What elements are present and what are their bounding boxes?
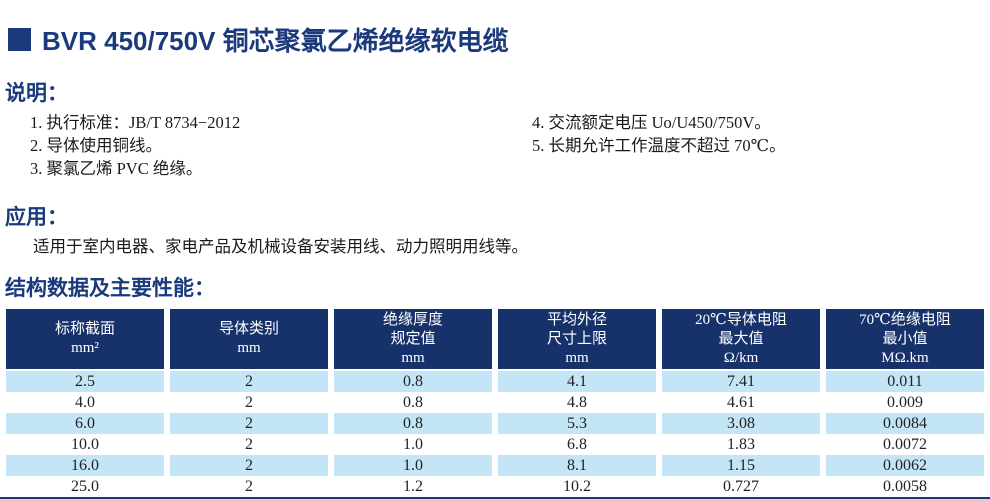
spec-table-column-header: 70℃绝缘电阻 最小值 MΩ.km <box>826 309 984 371</box>
spec-table-column-header-line: 标称截面 <box>54 321 115 337</box>
table-cell: 2 <box>170 455 328 476</box>
spec-table-column-header-line: 导体类别 <box>218 321 279 337</box>
title-bullet-square-icon <box>8 28 31 51</box>
table-cell: 8.1 <box>498 455 656 476</box>
table-cell: 4.61 <box>727 393 755 411</box>
application-section: 应用： 适用于室内电器、家电产品及机械设备安装用线、动力照明用线等。 <box>0 201 990 258</box>
spec-note-5: 5. 长期允许工作温度不超过 70℃。 <box>532 136 786 155</box>
table-row: 4.0 2 0.8 4.8 4.61 0.009 <box>6 392 984 413</box>
spec-table-column-header: 导体类别 mm <box>170 309 328 371</box>
table-cell: 5.3 <box>498 413 656 434</box>
description-section: 说明： 1. 执行标准：JB/T 8734−2012 2. 导体使用铜线。 3.… <box>0 77 990 180</box>
datasheet-page: BVR 450/750V 铜芯聚氯乙烯绝缘软电缆 说明： 1. 执行标准：JB/… <box>0 21 990 499</box>
table-cell: 2 <box>170 413 328 434</box>
table-cell: 2 <box>245 435 253 453</box>
spec-note-2: 2. 导体使用铜线。 <box>30 136 162 155</box>
spec-table-column-header-line: 规定值 <box>390 330 436 347</box>
table-cell: 6.0 <box>6 413 164 434</box>
table-row: 6.0 2 0.8 5.3 3.08 0.0084 <box>6 413 984 434</box>
table-cell: 0.8 <box>403 393 423 411</box>
table-cell: 0.009 <box>887 393 923 411</box>
table-cell: 1.83 <box>727 435 755 453</box>
table-cell: 4.0 <box>75 393 95 411</box>
table-cell: 10.0 <box>71 435 99 453</box>
spec-table-column-header-line: mm <box>401 349 425 366</box>
table-cell: 4.8 <box>567 393 587 411</box>
table-cell: 3.08 <box>662 413 820 434</box>
spec-table-column-header-line: 平均外径 <box>546 311 607 328</box>
spec-table-column-header: 平均外径尺寸上限 mm <box>498 309 656 371</box>
description-list-left: 1. 执行标准：JB/T 8734−2012 2. 导体使用铜线。 3. 聚氯乙… <box>30 111 532 180</box>
page-title: BVR 450/750V 铜芯聚氯乙烯绝缘软电缆 <box>42 26 509 56</box>
table-cell: 0.0062 <box>826 455 984 476</box>
table-cell: 1.0 <box>334 455 492 476</box>
spec-table-column-header-line: MΩ.km <box>881 349 929 366</box>
table-row: 10.0 2 1.0 6.8 1.83 0.0072 <box>6 434 984 455</box>
table-row: 2.5 2 0.8 4.1 7.41 0.011 <box>6 371 984 392</box>
description-list-right: 4. 交流额定电压 Uo/U450/750V。 5. 长期允许工作温度不超过 7… <box>532 111 990 180</box>
spec-table-column-header-line: 70℃绝缘电阻 <box>859 311 951 328</box>
table-cell: 7.41 <box>662 371 820 392</box>
spec-table-section: 结构数据及主要性能： 标称截面 mm² 导体类别 mm 绝缘厚度 规定值 mm 平均外径 尺寸上… <box>0 272 990 499</box>
table-cell: 0.8 <box>334 413 492 434</box>
table-cell: 0.0084 <box>826 413 984 434</box>
table-cell: 1.15 <box>662 455 820 476</box>
spec-table-column-header-line: mm <box>565 349 589 366</box>
table-cell: 2.5 <box>6 371 164 392</box>
spec-table-column-header-line: 绝缘厚度 <box>382 311 443 328</box>
table-cell: 4.1 <box>498 371 656 392</box>
table-cell: 1.0 <box>403 435 423 453</box>
table-cell: 0.0058 <box>883 477 927 495</box>
spec-table-column-header: 标称截面 mm² <box>6 309 164 371</box>
spec-table-column-header-line: Ω/km <box>723 349 759 366</box>
spec-table-column-header-line: mm <box>237 340 261 356</box>
table-cell: 10.2 <box>563 477 591 495</box>
application-heading: 应用： <box>5 205 68 229</box>
table-cell: 6.8 <box>567 435 587 453</box>
table-cell: 2 <box>245 393 253 411</box>
table-cell: 0.0072 <box>883 435 927 453</box>
spec-note-3: 3. 聚氯乙烯 PVC 绝缘。 <box>30 159 203 178</box>
spec-table-header-row: 标称截面 mm² 导体类别 mm 绝缘厚度 规定值 mm 平均外径 尺寸上限 mm 20℃导体电阻最… <box>6 309 984 371</box>
spec-table-column-header-line: mm² <box>71 340 99 356</box>
spec-table-column-header: 绝缘厚度规定值 mm <box>334 309 492 371</box>
spec-note-1: 1. 执行标准：JB/T 8734−2012 <box>30 113 241 132</box>
spec-table-head: 标称截面 mm² 导体类别 mm 绝缘厚度 规定值 mm 平均外径 尺寸上限 mm 20℃导体电阻最… <box>6 309 984 371</box>
table-row: 25.0 2 1.2 10.2 0.727 0.0058 <box>6 476 984 497</box>
table-cell: 25.0 <box>71 477 99 495</box>
table-row: 16.0 2 1.0 8.1 1.15 0.0062 <box>6 455 984 476</box>
spec-table-column-header-line: 20℃导体电阻 <box>695 311 787 328</box>
table-cell: 0.8 <box>334 371 492 392</box>
spec-table-heading: 结构数据及主要性能： <box>5 276 215 300</box>
spec-table-body: 2.5 2 0.8 4.1 7.41 0.011 4.0 2 0.8 4.8 4.61 0.009 6.… <box>6 371 984 497</box>
description-heading: 说明： <box>5 81 68 105</box>
spec-note-4: 4. 交流额定电压 Uo/U450/750V。 <box>532 113 771 132</box>
table-cell: 1.2 <box>403 477 423 495</box>
table-cell: 16.0 <box>6 455 164 476</box>
application-text: 适用于室内电器、家电产品及机械设备安装用线、动力照明用线等。 <box>33 237 528 256</box>
table-cell: 2 <box>245 477 253 495</box>
table-cell: 0.727 <box>723 477 759 495</box>
description-columns: 1. 执行标准：JB/T 8734−2012 2. 导体使用铜线。 3. 聚氯乙… <box>0 111 990 180</box>
spec-table-column-header-line: 最小值 <box>882 330 928 347</box>
table-cell: 0.011 <box>826 371 984 392</box>
spec-table-column-header: 20℃导体电阻 最大值 Ω/km <box>662 309 820 371</box>
page-title-row: BVR 450/750V 铜芯聚氯乙烯绝缘软电缆 <box>8 21 990 58</box>
spec-table-column-header-line: 尺寸上限 <box>546 330 607 347</box>
spec-table-column-header-line: 最大值 <box>718 330 764 347</box>
table-cell: 2 <box>170 371 328 392</box>
